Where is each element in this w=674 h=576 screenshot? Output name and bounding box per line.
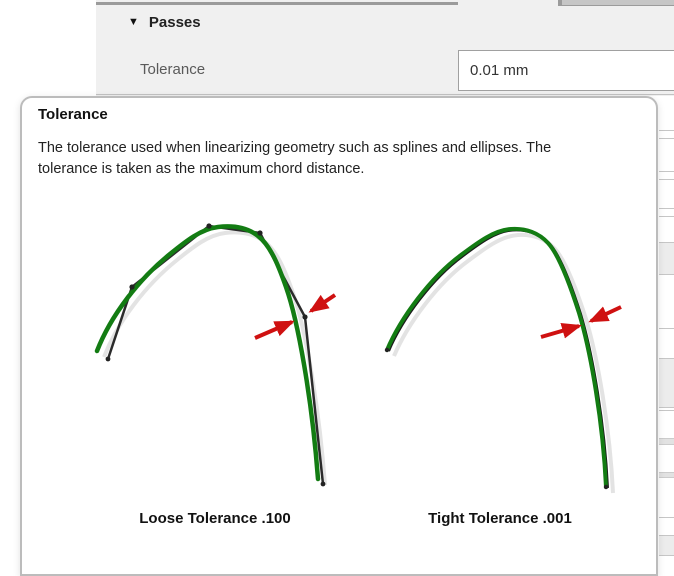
- tab-strip-fragment: [562, 0, 674, 6]
- spline-curve: [94, 224, 321, 482]
- passes-section-label: Passes: [148, 14, 201, 31]
- form-row-fragment: [659, 171, 674, 172]
- form-row-fragment: [659, 130, 674, 131]
- form-row-fragment: [659, 410, 674, 411]
- chord-polyline: [106, 224, 325, 485]
- form-row-fragment: [659, 208, 674, 209]
- curve-shadow: [102, 230, 327, 486]
- tight-tolerance-caption: Tight Tolerance .001: [428, 510, 572, 527]
- form-row-fragment: [659, 472, 674, 478]
- passes-section-header[interactable]: ▼ Passes: [128, 14, 201, 31]
- form-row-fragment: [659, 179, 674, 180]
- form-row-fragment: [659, 438, 674, 445]
- form-row-fragment: [659, 358, 674, 408]
- tolerance-field-label: Tolerance: [140, 61, 206, 78]
- loose-tolerance-diagram: [94, 223, 337, 487]
- form-row-fragment: [659, 216, 674, 217]
- form-row-fragment: [659, 517, 674, 518]
- tooltip-description: The tolerance used when linearizing geom…: [38, 138, 643, 180]
- chord-vertex-dots: [105, 223, 326, 487]
- tooltip-title: Tolerance: [38, 106, 108, 123]
- form-row-fragment: [659, 242, 674, 275]
- collapse-triangle-icon[interactable]: ▼: [128, 16, 139, 28]
- tolerance-tooltip: Tolerance The tolerance used when linear…: [20, 96, 658, 576]
- chord-distance-arrows-icon: [540, 305, 622, 339]
- chord-vertex-dots: [384, 347, 609, 490]
- tab-divider: [558, 0, 562, 6]
- tooltip-description-line1: The tolerance used when linearizing geom…: [38, 140, 552, 156]
- loose-tolerance-caption: Loose Tolerance .100: [139, 510, 291, 527]
- spline-curve: [385, 226, 608, 489]
- curve-shadow: [392, 232, 615, 494]
- chord-path: [387, 228, 609, 489]
- form-row-fragment: [659, 328, 674, 329]
- panel-top-border: [96, 2, 458, 5]
- panel-divider: [96, 94, 674, 95]
- tooltip-description-line2: tolerance is taken as the maximum chord …: [38, 161, 365, 178]
- background-form-strip: [659, 96, 674, 556]
- tolerance-input-value: 0.01 mm: [470, 62, 529, 79]
- chord-distance-arrows-icon: [254, 293, 337, 340]
- tolerance-input[interactable]: 0.01 mm: [458, 50, 674, 91]
- form-row-fragment: [659, 138, 674, 139]
- form-row-fragment: [659, 535, 674, 556]
- tight-tolerance-diagram: [384, 226, 622, 494]
